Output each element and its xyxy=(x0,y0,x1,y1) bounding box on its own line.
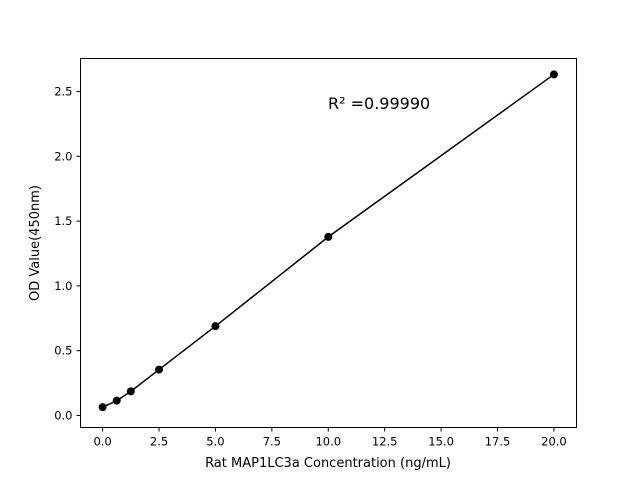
y-tick-label: 1.5 xyxy=(54,214,72,228)
x-tick-label: 20.0 xyxy=(541,435,567,449)
x-axis-ticks: 0.0 2.5 5.0 7.5 10.0 12.5 15.0 17.5 20.0 xyxy=(93,427,567,449)
plot-marks xyxy=(98,70,558,412)
data-point xyxy=(549,70,558,79)
data-point xyxy=(98,403,107,412)
x-tick-label: 15.0 xyxy=(428,435,454,449)
x-axis-label: Rat MAP1LC3a Concentration (ng/mL) xyxy=(205,456,451,471)
x-tick-label: 17.5 xyxy=(485,435,511,449)
y-tick-label: 2.5 xyxy=(54,85,72,99)
data-point xyxy=(126,387,135,396)
data-point xyxy=(324,232,333,241)
y-axis-ticks: 0.0 0.5 1.0 1.5 2.0 2.5 xyxy=(54,85,81,422)
y-tick-label: 0.0 xyxy=(54,408,72,422)
x-tick-label: 12.5 xyxy=(372,435,398,449)
y-axis-label: OD Value(450nm) xyxy=(28,185,43,301)
data-point xyxy=(211,322,220,331)
y-tick-label: 1.0 xyxy=(54,279,72,293)
data-point xyxy=(155,365,164,374)
annotation-r-squared: R² =0.99990 xyxy=(328,94,430,113)
y-tick-label: 2.0 xyxy=(54,149,72,163)
x-tick-label: 7.5 xyxy=(263,435,281,449)
x-tick-label: 0.0 xyxy=(93,435,111,449)
y-tick-label: 0.5 xyxy=(54,344,72,358)
x-tick-label: 10.0 xyxy=(315,435,341,449)
x-tick-label: 2.5 xyxy=(150,435,168,449)
x-tick-label: 5.0 xyxy=(206,435,224,449)
data-point xyxy=(112,396,121,405)
